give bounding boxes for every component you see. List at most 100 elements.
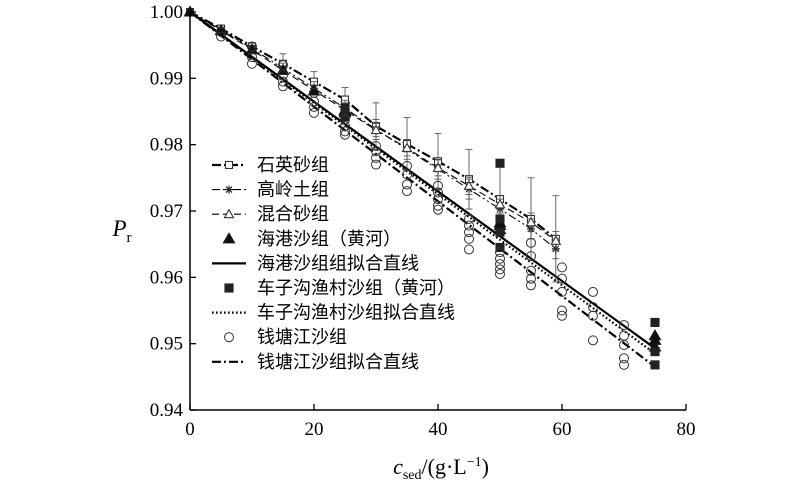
x-axis-title: csed/(g·L−1) bbox=[393, 454, 489, 483]
y-tick-label-4: 0.98 bbox=[150, 135, 183, 156]
series-7-point bbox=[247, 58, 257, 69]
series-7-point bbox=[495, 264, 505, 275]
legend-marker-7 bbox=[224, 332, 234, 343]
series-7-point bbox=[216, 26, 226, 37]
series-5-point bbox=[495, 214, 505, 224]
series-4-line bbox=[189, 11, 656, 350]
series-7-point bbox=[495, 253, 505, 264]
series-7-point bbox=[433, 194, 443, 205]
series-5-point bbox=[650, 317, 660, 327]
series-7-point bbox=[464, 244, 474, 255]
y-tick-label-5: 0.99 bbox=[150, 68, 183, 89]
x-tick-label-0: 0 bbox=[185, 419, 195, 440]
series-7-point bbox=[340, 126, 350, 137]
series-7-point bbox=[619, 339, 629, 350]
legend-marker-2 bbox=[223, 208, 235, 219]
series-7-point bbox=[433, 180, 443, 191]
series-7-point bbox=[526, 273, 536, 284]
series-7-point bbox=[557, 310, 567, 321]
series-2-point bbox=[370, 124, 382, 135]
series-7-point bbox=[464, 213, 474, 224]
series-7-point bbox=[588, 310, 598, 321]
series-7-point bbox=[464, 220, 474, 231]
series-7-point bbox=[526, 280, 536, 291]
series-7-point bbox=[247, 41, 257, 52]
legend-marker-5 bbox=[224, 283, 234, 293]
series-7-point bbox=[619, 320, 629, 331]
legend-marker-1 bbox=[225, 185, 233, 194]
axis-ticks: 0 20 40 60 80 0.94 0.95 0.96 0.97 0.98 0.99 1.00 bbox=[150, 2, 696, 440]
series-7-point bbox=[433, 200, 443, 211]
legend-item-8: 钱塘江沙组拟合直线 bbox=[212, 352, 419, 373]
series-7-point bbox=[309, 101, 319, 112]
series-6-line bbox=[189, 11, 656, 355]
legend-label-6: 车子沟渔村沙组拟合直线 bbox=[257, 303, 455, 324]
series-7-point bbox=[402, 186, 412, 197]
series-7-point bbox=[340, 114, 350, 125]
series-7-point bbox=[526, 237, 536, 248]
series-7-point bbox=[402, 179, 412, 190]
series-2-point bbox=[550, 235, 562, 245]
series-7-point bbox=[278, 70, 288, 81]
y-tick-label-3: 0.97 bbox=[150, 201, 183, 222]
legend-item-4: 海港沙组组拟合直线 bbox=[212, 253, 419, 274]
series-7-point bbox=[433, 187, 443, 198]
series-7-point bbox=[278, 76, 288, 87]
series-2-point bbox=[401, 142, 413, 153]
y-axis-title: Pr bbox=[111, 216, 131, 246]
series-7-point bbox=[526, 265, 536, 276]
series-5-point bbox=[495, 227, 505, 237]
legend-item-0: 石英砂组 bbox=[212, 155, 329, 176]
series-7-point bbox=[464, 227, 474, 238]
x-tick-label-1: 20 bbox=[305, 419, 324, 440]
series-7-point bbox=[557, 273, 567, 284]
series-7-point bbox=[557, 305, 567, 316]
legend-label-2: 混合砂组 bbox=[257, 204, 329, 225]
series-7-point bbox=[402, 169, 412, 180]
series-7-point bbox=[340, 129, 350, 140]
series-7-point bbox=[557, 286, 567, 297]
x-axis-title-unit: /(g·L bbox=[422, 454, 467, 479]
series-7-point bbox=[557, 262, 567, 273]
x-tick-label-2: 40 bbox=[429, 419, 448, 440]
series-2-point bbox=[494, 198, 506, 209]
series-3-point bbox=[307, 84, 321, 96]
legend-item-5: 车子沟渔村沙组（黄河） bbox=[224, 278, 455, 299]
legend-label-7: 钱塘江沙组 bbox=[257, 327, 347, 348]
series-7-point bbox=[216, 31, 226, 42]
x-axis-title-close: ) bbox=[482, 454, 489, 479]
y-tick-label-0: 0.94 bbox=[150, 400, 184, 421]
series-7-point bbox=[495, 269, 505, 280]
legend-label-4: 海港沙组组拟合直线 bbox=[257, 253, 419, 274]
legend-item-3: 海港沙组（黄河） bbox=[222, 229, 401, 250]
legend-marker-0 bbox=[224, 160, 234, 170]
series-7-point bbox=[619, 353, 629, 364]
series-7-point bbox=[495, 247, 505, 258]
series-7-point bbox=[371, 159, 381, 170]
series-7-point bbox=[309, 96, 319, 107]
legend-item-2: 混合砂组 bbox=[212, 204, 329, 225]
series-8-line bbox=[189, 11, 656, 368]
series-7-point bbox=[495, 259, 505, 270]
series-2-point bbox=[525, 216, 537, 227]
series-7-point bbox=[588, 335, 598, 346]
series-7-point bbox=[278, 81, 288, 92]
y-axis-title-main: P bbox=[111, 216, 126, 241]
x-axis-title-sup: −1 bbox=[467, 455, 482, 470]
series-7-point bbox=[371, 152, 381, 163]
legend-label-0: 石英砂组 bbox=[257, 155, 329, 176]
series-3-point bbox=[214, 23, 228, 36]
series-5-point bbox=[650, 347, 660, 357]
series-7-point bbox=[588, 286, 598, 297]
legend-marker-1-stroke bbox=[225, 186, 233, 194]
legend-label-8: 钱塘江沙组拟合直线 bbox=[257, 352, 419, 373]
legend-label-5: 车子沟渔村沙组（黄河） bbox=[257, 278, 455, 299]
data-markers bbox=[183, 5, 662, 370]
y-tick-label-1: 0.95 bbox=[150, 334, 183, 355]
series-2-point bbox=[463, 180, 475, 190]
x-tick-label-4: 80 bbox=[677, 419, 696, 440]
series-3-point bbox=[245, 43, 259, 55]
